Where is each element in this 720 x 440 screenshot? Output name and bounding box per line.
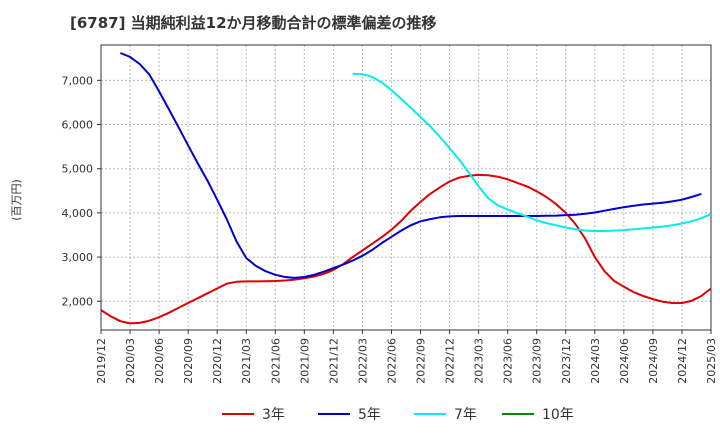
x-tick-label: 2025/03: [705, 338, 718, 384]
legend-label: 5年: [358, 407, 381, 423]
plot-area-border: [100, 44, 712, 331]
series-line-7年: [352, 72, 712, 232]
y-tick-label: 3,000: [62, 251, 94, 264]
y-tick-label: 2,000: [62, 295, 94, 308]
legend-label: 3年: [262, 407, 285, 423]
x-tick-label: 2024/06: [618, 338, 631, 384]
x-tick-label: 2021/09: [298, 338, 311, 384]
series-lines: [100, 52, 712, 325]
x-tick-label: 2019/12: [95, 338, 108, 384]
legend-label: 10年: [542, 407, 574, 423]
x-tick-label: 2024/12: [676, 338, 689, 384]
x-tick-label: 2021/06: [269, 338, 282, 384]
x-tick-label: 2022/06: [385, 338, 398, 384]
chart-title: [6787] 当期純利益12か月移動合計の標準偏差の推移: [70, 14, 437, 32]
x-tick-label: 2023/12: [560, 338, 573, 384]
x-tick-label: 2023/06: [502, 338, 515, 384]
x-tick-label: 2024/03: [589, 338, 602, 384]
x-tick-label: 2022/09: [415, 338, 428, 384]
grid: [100, 45, 712, 330]
y-tick-label: 5,000: [62, 163, 94, 176]
x-tick-label: 2022/03: [356, 338, 369, 384]
x-axis-ticks: 2019/12 2020/03 2020/06 2020/09 2020/12 2021/…: [95, 330, 718, 384]
y-axis-label: (百万円): [10, 179, 23, 221]
legend: 3年 5年 7年 10年: [222, 407, 574, 423]
y-axis-ticks: 2,000 3,000 4,000 5,000 6,000 7,000: [62, 74, 101, 308]
y-tick-label: 6,000: [62, 119, 94, 132]
series-line-3年: [100, 173, 712, 325]
x-tick-label: 2020/09: [182, 338, 195, 384]
x-tick-label: 2020/03: [124, 338, 137, 384]
x-tick-label: 2024/09: [647, 338, 660, 384]
legend-label: 7年: [454, 407, 477, 423]
series-line-5年: [120, 52, 702, 279]
x-tick-label: 2020/12: [211, 338, 224, 384]
x-tick-label: 2023/03: [473, 338, 486, 384]
x-tick-label: 2021/12: [327, 338, 340, 384]
x-tick-label: 2023/09: [531, 338, 544, 384]
y-tick-label: 4,000: [62, 207, 94, 220]
x-tick-label: 2022/12: [444, 338, 457, 384]
x-tick-label: 2020/06: [153, 338, 166, 384]
y-tick-label: 7,000: [62, 74, 94, 87]
x-tick-label: 2021/03: [240, 338, 253, 384]
